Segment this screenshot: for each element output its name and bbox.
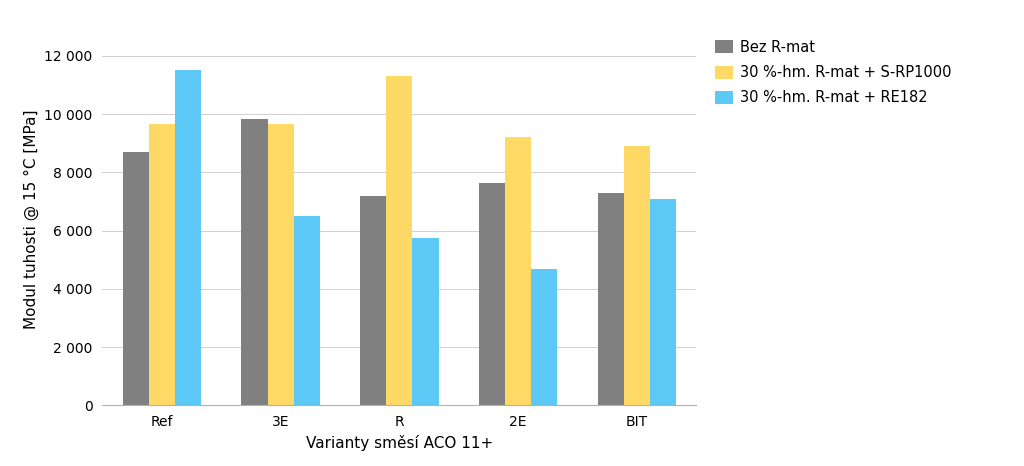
Bar: [386, 76, 413, 405]
Bar: [598, 193, 624, 405]
Bar: [123, 152, 148, 405]
Bar: [148, 124, 175, 405]
Y-axis label: Modul tuhosti @ 15 °C [MPa]: Modul tuhosti @ 15 °C [MPa]: [24, 109, 39, 329]
Bar: [242, 118, 267, 405]
Legend: Bez R-mat, 30 %-hm. R-mat + S-RP1000, 30 %-hm. R-mat + RE182: Bez R-mat, 30 %-hm. R-mat + S-RP1000, 30…: [716, 40, 951, 105]
Bar: [294, 216, 319, 405]
Bar: [624, 146, 650, 405]
Bar: [267, 124, 294, 405]
Bar: [505, 137, 531, 405]
Bar: [175, 70, 201, 405]
Bar: [650, 199, 676, 405]
Bar: [531, 268, 557, 405]
Bar: [413, 238, 438, 405]
Bar: [360, 196, 386, 405]
Bar: [479, 183, 505, 405]
X-axis label: Varianty směsí ACO 11+: Varianty směsí ACO 11+: [306, 435, 493, 451]
